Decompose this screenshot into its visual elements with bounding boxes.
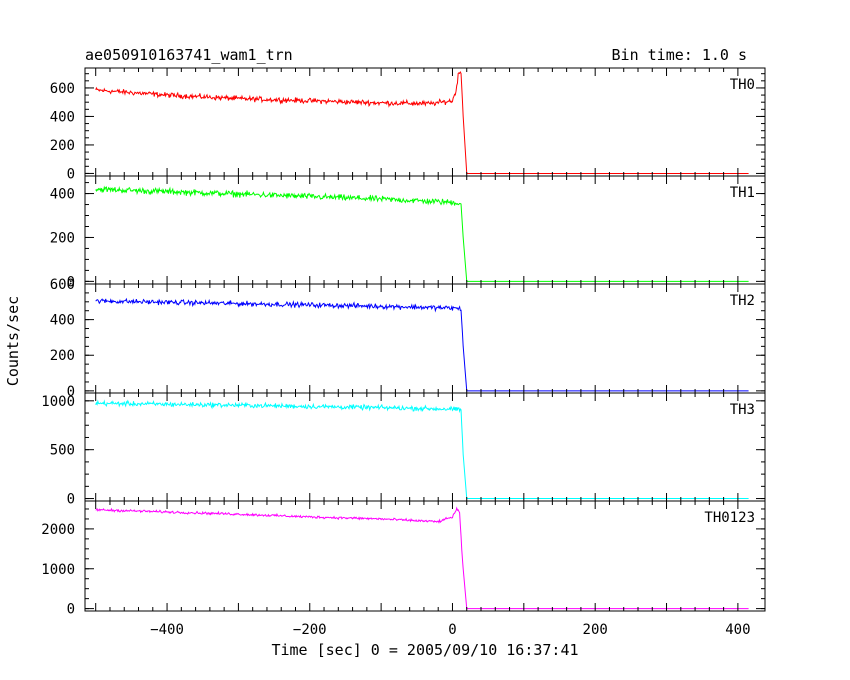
- series-line-th1: [95, 185, 749, 282]
- panel-frame: [84, 392, 766, 502]
- chart-title: ae050910163741_wam1_trn: [85, 46, 293, 64]
- y-tick-label: 1000: [41, 562, 75, 578]
- y-tick-label: 500: [50, 443, 75, 459]
- series-line-th0123: [95, 506, 749, 610]
- series-line-th3: [95, 399, 749, 500]
- y-tick-label: 600: [50, 277, 75, 293]
- x-tick-label: 0: [448, 622, 456, 638]
- x-tick-label: −400: [150, 622, 184, 638]
- y-tick-label: 400: [50, 109, 75, 125]
- y-tick-label: 200: [50, 230, 75, 246]
- panel-frame: [84, 283, 766, 394]
- panels-group: 0 200 400 600 TH0 0 200 400 TH1 0 200 400 600 TH2 0 500…: [41, 67, 766, 638]
- panel-th3: 0 500 1000 TH3: [41, 392, 766, 508]
- y-tick-label: 400: [50, 187, 75, 203]
- y-tick-label: 0: [67, 274, 75, 290]
- y-tick-label: 0: [67, 384, 75, 400]
- y-tick-label: 1000: [41, 394, 75, 410]
- y-tick-label: 0: [67, 492, 75, 508]
- x-tick-label: −200: [293, 622, 327, 638]
- panel-label: TH2: [730, 293, 755, 309]
- y-tick-label: 0: [67, 602, 75, 618]
- bin-time-label: Bin time: 1.0 s: [612, 46, 747, 64]
- y-tick-label: 200: [50, 138, 75, 154]
- x-axis-label: Time [sec] 0 = 2005/09/10 16:37:41: [271, 641, 578, 659]
- panel-label: TH0: [730, 77, 755, 93]
- y-tick-label: 600: [50, 81, 75, 97]
- y-tick-label: 2000: [41, 522, 75, 538]
- panel-label: TH0123: [704, 510, 755, 526]
- x-tick-label: 200: [583, 622, 608, 638]
- x-tick-label: 400: [725, 622, 750, 638]
- series-line-th0: [95, 71, 749, 174]
- panel-label: TH1: [730, 185, 755, 201]
- panel-th0: 0 200 400 600 TH0: [50, 67, 766, 182]
- y-axis-label: Counts/sec: [4, 296, 22, 386]
- panel-label: TH3: [730, 402, 755, 418]
- y-tick-label: 400: [50, 313, 75, 329]
- y-tick-label: 200: [50, 348, 75, 364]
- series-line-th2: [95, 297, 749, 392]
- panel-th1: 0 200 400 TH1: [50, 175, 766, 290]
- panel-th0123: 0 1000 2000 TH0123: [41, 500, 766, 618]
- y-tick-label: 0: [67, 166, 75, 182]
- panel-frame: [84, 500, 766, 612]
- panel-th2: 0 200 400 600 TH2: [50, 277, 766, 400]
- panel-frame: [84, 67, 766, 177]
